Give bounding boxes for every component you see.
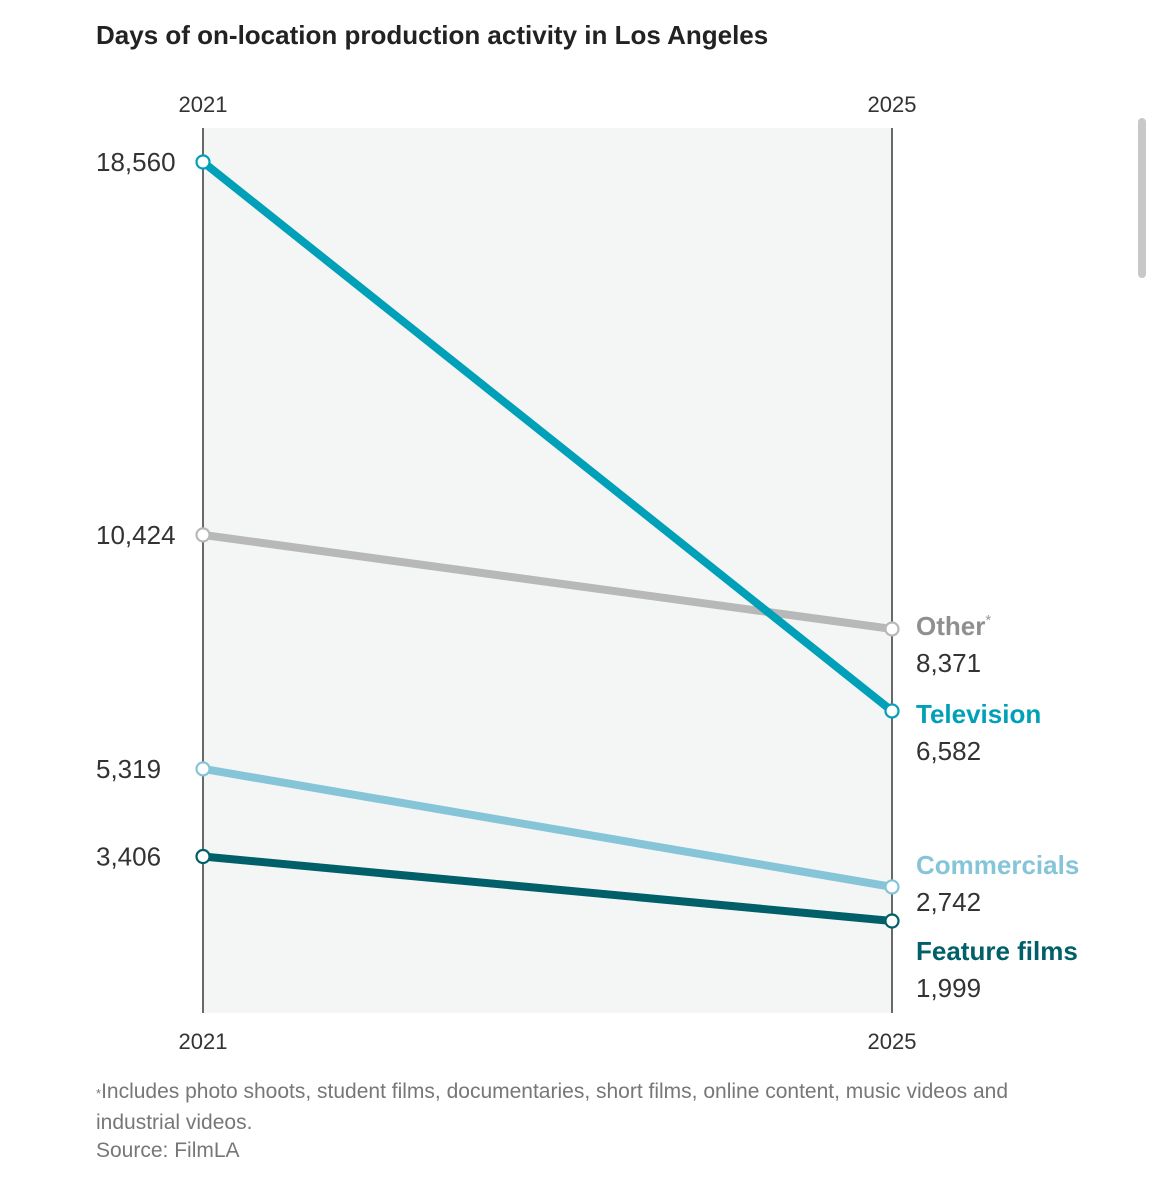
chart-title: Days of on-location production activity … <box>96 20 769 50</box>
value-label-television-2021: 18,560 <box>96 147 176 177</box>
data-point-other-2021 <box>195 527 211 543</box>
series-name-marker-other: * <box>985 612 991 629</box>
series-line-television <box>199 158 896 715</box>
value-label-other-2021: 10,424 <box>96 520 176 550</box>
value-label-commercials-2025: 2,742 <box>916 887 981 917</box>
x-tick-label-top-2025: 2025 <box>868 92 917 117</box>
footnote-marker: * <box>96 1086 102 1101</box>
value-label-other-2025: 8,371 <box>916 648 981 678</box>
x-tick-label-bottom-2021: 2021 <box>179 1029 228 1054</box>
data-point-other-2025 <box>884 621 900 637</box>
data-point-commercials-2021 <box>195 761 211 777</box>
value-label-feature-films-2021: 3,406 <box>96 842 161 872</box>
series-name-commercials: Commercials <box>916 850 1079 880</box>
data-point-television-2021 <box>195 154 211 170</box>
value-label-feature-films-2025: 1,999 <box>916 973 981 1003</box>
x-tick-label-top-2021: 2021 <box>179 92 228 117</box>
series-name-other: Other* <box>916 611 991 641</box>
data-point-feature-films-2025 <box>884 913 900 929</box>
scrollbar-thumb[interactable] <box>1138 118 1146 278</box>
footnote: *Includes photo shoots, student films, d… <box>96 1076 1086 1138</box>
series-line-commercials <box>199 764 896 891</box>
series-line-other <box>199 530 896 633</box>
plot-background <box>203 128 892 1013</box>
data-point-television-2025 <box>884 703 900 719</box>
data-point-feature-films-2021 <box>195 848 211 865</box>
series-name-television: Television <box>916 699 1041 729</box>
value-label-television-2025: 6,582 <box>916 736 981 766</box>
value-label-commercials-2021: 5,319 <box>96 754 161 784</box>
source-note: Source: FilmLA <box>96 1139 240 1162</box>
series-line-feature-films <box>199 852 896 925</box>
footnote-text: Includes photo shoots, student films, do… <box>96 1080 1009 1134</box>
series-name-feature-films: Feature films <box>916 936 1078 966</box>
x-tick-label-bottom-2025: 2025 <box>868 1029 917 1054</box>
data-point-commercials-2025 <box>884 879 900 895</box>
